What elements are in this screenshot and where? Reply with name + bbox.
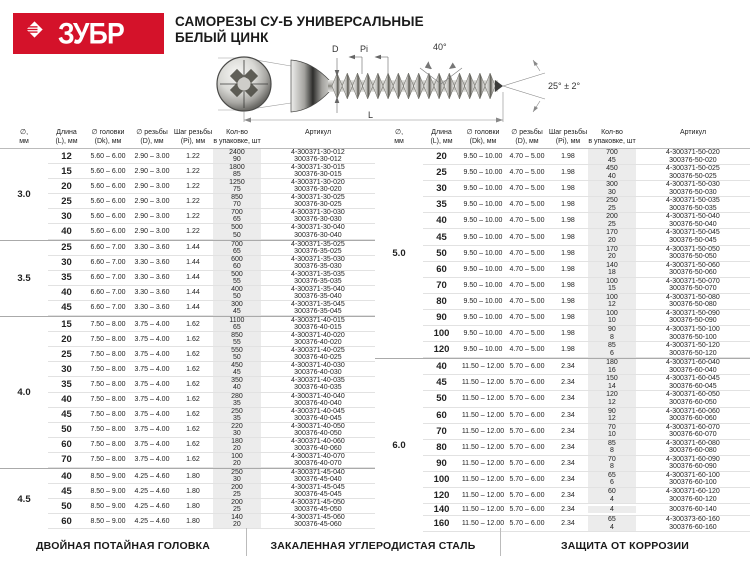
svg-text:D: D xyxy=(332,44,339,54)
svg-text:L: L xyxy=(368,110,373,120)
svg-text:Pi: Pi xyxy=(360,44,368,54)
svg-text:25° ± 2°: 25° ± 2° xyxy=(548,81,581,91)
svg-text:40°: 40° xyxy=(433,42,447,52)
